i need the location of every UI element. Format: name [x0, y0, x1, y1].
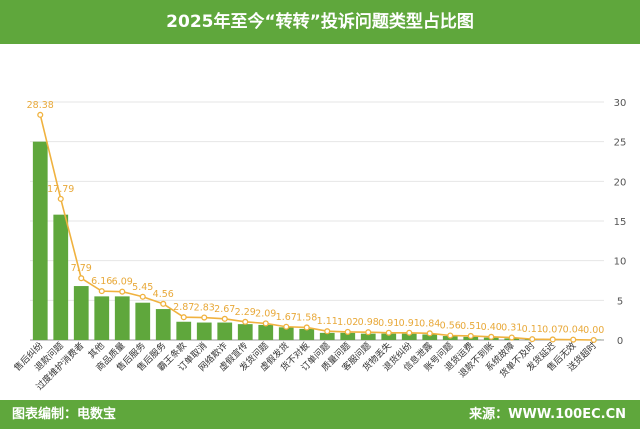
bar — [114, 296, 130, 340]
y-tick-label: 5 — [617, 296, 623, 307]
line-point — [37, 111, 44, 118]
data-label: 0.91 — [399, 318, 420, 329]
line-point — [78, 275, 85, 282]
bar — [135, 302, 151, 340]
bar — [73, 286, 89, 340]
data-label: 5.45 — [132, 282, 153, 293]
data-label: 4.56 — [153, 289, 174, 300]
line-point — [385, 329, 392, 336]
y-tick-label: 20 — [614, 177, 627, 188]
line-point — [467, 332, 474, 340]
line-point — [426, 330, 433, 337]
data-label: 0.00 — [583, 325, 604, 336]
chart-area: 0 5 10 15 20 25 30 28.38 17.79 7.79 6.16 6.09 5.45 4.… — [0, 44, 640, 400]
bar — [278, 327, 294, 340]
bar — [217, 322, 233, 340]
data-label: 0.98 — [358, 317, 379, 328]
line-point — [57, 195, 64, 202]
bar — [422, 334, 438, 340]
line-point — [488, 333, 495, 340]
data-label: 2.87 — [173, 302, 194, 313]
data-label: 0.51 — [460, 321, 481, 332]
data-label: 1.02 — [337, 317, 358, 328]
data-label: 28.38 — [27, 100, 54, 111]
data-label: 0.84 — [419, 318, 440, 329]
line-series — [39, 114, 594, 341]
bar — [237, 324, 253, 340]
line-point — [201, 314, 208, 321]
line-point — [508, 334, 515, 341]
y-tick-label: 10 — [614, 257, 627, 268]
line-point — [242, 318, 249, 325]
line-point — [221, 315, 228, 322]
footer-source: 来源：WWW.100EC.CN — [469, 407, 626, 422]
line-point — [529, 336, 536, 343]
data-label: 0.11 — [522, 324, 543, 335]
bar — [155, 309, 171, 340]
bar — [401, 333, 417, 340]
bar — [196, 322, 212, 340]
data-label: 2.29 — [235, 307, 256, 318]
line-point — [324, 328, 331, 335]
chart-title: 2025年至今“转转”投诉问题类型占比图 — [166, 12, 474, 32]
line-point — [98, 288, 105, 295]
chart-svg: 0 5 10 15 20 25 30 28.38 17.79 7.79 6.16 6.09 5.454.… — [11, 98, 627, 393]
line-point — [365, 329, 372, 336]
data-label: 0.91 — [378, 318, 399, 329]
data-label: 0.31 — [501, 323, 522, 334]
line-point — [139, 293, 146, 300]
line-point — [549, 336, 556, 343]
bar — [258, 324, 274, 340]
data-label: 17.79 — [47, 184, 74, 195]
bar — [299, 328, 315, 340]
y-tick-label: 30 — [614, 98, 627, 109]
line-point — [303, 324, 310, 331]
line-point — [406, 329, 413, 336]
data-label: 7.79 — [71, 263, 92, 274]
y-tick-label: 25 — [614, 138, 627, 149]
data-label: 0.07 — [542, 324, 563, 335]
data-label: 1.67 — [276, 312, 297, 323]
y-tick-label: 0 — [617, 336, 623, 347]
bar — [360, 333, 376, 340]
line-point — [119, 288, 126, 295]
title-bar: 2025年至今“转转”投诉问题类型占比图 — [0, 0, 640, 44]
bar — [94, 296, 110, 340]
line-point — [283, 323, 290, 330]
y-tick-label: 15 — [614, 217, 627, 228]
bar — [176, 321, 192, 340]
data-label: 1.11 — [317, 316, 338, 327]
line-point — [180, 314, 187, 321]
bar — [53, 214, 69, 340]
bar — [340, 332, 356, 340]
line-point — [344, 328, 351, 335]
data-label: 2.67 — [214, 304, 235, 315]
footer-bar: 图表编制：电数宝 来源：WWW.100EC.CN — [0, 400, 640, 429]
data-label: 2.09 — [255, 308, 276, 319]
data-label: 0.56 — [440, 321, 461, 332]
line-point — [160, 300, 167, 307]
footer-credit: 图表编制：电数宝 — [12, 407, 117, 422]
bar — [319, 332, 335, 340]
line-point — [262, 320, 269, 327]
data-label: 0.40 — [481, 322, 502, 333]
bar — [32, 141, 48, 340]
data-label: 2.83 — [194, 303, 215, 314]
line-point — [590, 336, 597, 344]
line-point — [447, 332, 454, 339]
data-label: 1.58 — [296, 312, 317, 323]
data-label: 0.04 — [563, 325, 584, 336]
line-point — [570, 336, 577, 343]
bar — [381, 333, 397, 340]
data-label: 6.09 — [112, 277, 133, 288]
data-label: 6.16 — [91, 276, 112, 287]
